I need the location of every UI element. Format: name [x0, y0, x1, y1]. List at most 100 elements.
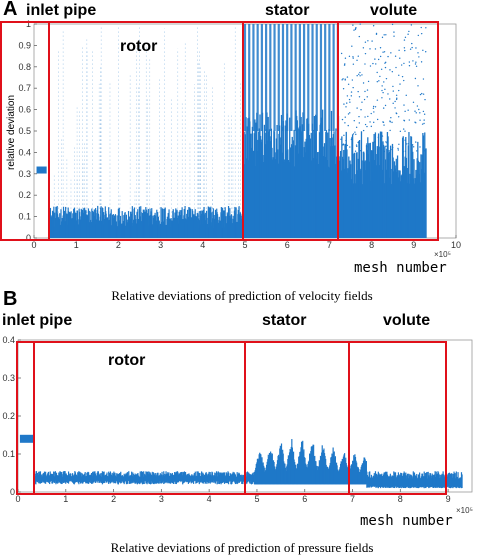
data-dot-volute-a: [364, 116, 366, 118]
data-dot-volute-a: [367, 40, 369, 42]
data-dot-volute-a: [398, 74, 400, 76]
data-dot-volute-a: [393, 31, 395, 33]
y-tick-label-a: 0: [26, 233, 31, 243]
x-tick-label-b: 9: [446, 494, 451, 504]
y-tick-label-a: 0.7: [18, 83, 31, 93]
data-dot-volute-a: [356, 59, 358, 62]
region-label-inlet-pipe-a: inlet pipe: [26, 2, 97, 19]
data-dot-volute-a: [365, 143, 368, 145]
data-dot-volute-a: [415, 122, 417, 124]
data-dot-volute-a: [356, 75, 358, 77]
data-dot-volute-a: [423, 150, 426, 152]
data-dot-volute-a: [352, 63, 355, 65]
data-dot-volute-a: [360, 109, 362, 111]
data-dot-volute-a: [422, 78, 425, 80]
y-tick-label-a: 0.2: [18, 190, 31, 200]
data-dot-volute-a: [397, 149, 400, 151]
data-dot-volute-a: [357, 55, 359, 57]
data-dot-volute-a: [420, 61, 423, 63]
x-tick-label-a: 9: [411, 240, 416, 250]
x-exponent-b: ×10⁵: [456, 506, 473, 515]
data-dot-volute-a: [415, 65, 418, 67]
data-dot-volute-a: [420, 26, 422, 29]
data-dot-volute-a: [414, 77, 417, 80]
data-dot-volute-a: [391, 23, 394, 26]
data-dot-volute-a: [414, 63, 417, 65]
data-dot-volute-a: [353, 120, 355, 122]
data-dot-volute-a: [419, 112, 421, 114]
data-dot-volute-a: [352, 86, 354, 89]
data-dot-volute-a: [344, 78, 346, 80]
data-dot-volute-a: [369, 121, 371, 123]
x-axis-label-b: mesh number: [360, 513, 453, 529]
data-dot-volute-a: [384, 62, 386, 64]
data-dot-volute-a: [408, 65, 411, 67]
data-dot-volute-a: [364, 52, 367, 55]
data-dot-volute-a: [348, 55, 351, 58]
data-dot-volute-a: [382, 121, 385, 124]
data-dot-volute-a: [400, 64, 403, 66]
data-dot-volute-a: [343, 64, 346, 66]
data-dot-volute-a: [372, 107, 375, 109]
data-dot-volute-a: [418, 108, 420, 111]
data-dot-volute-a: [377, 58, 380, 61]
data-dot-volute-a: [398, 89, 400, 92]
data-dot-volute-a: [382, 91, 384, 94]
x-tick-label-b: 6: [302, 494, 307, 504]
data-dot-volute-a: [359, 71, 361, 74]
y-tick-label-b: 0.4: [2, 335, 15, 345]
data-dot-volute-a: [418, 56, 420, 58]
data-dot-volute-a: [416, 105, 419, 107]
data-dot-volute-a: [342, 78, 344, 80]
data-dot-volute-a: [380, 68, 383, 70]
data-dot-volute-a: [383, 34, 385, 36]
data-dot-volute-a: [370, 125, 373, 128]
data-dot-volute-a: [402, 150, 404, 153]
data-dot-volute-a: [384, 66, 387, 69]
data-dot-volute-a: [372, 105, 375, 108]
data-dot-volute-a: [359, 150, 362, 152]
data-dot-volute-a: [361, 74, 363, 76]
data-dot-volute-a: [404, 150, 407, 152]
highlight-inlet-pipe-b: [16, 341, 35, 495]
data-dot-volute-a: [385, 145, 387, 147]
data-dot-volute-a: [393, 35, 395, 37]
data-dot-volute-a: [344, 116, 346, 118]
data-dot-volute-a: [356, 145, 358, 148]
data-dot-volute-a: [350, 95, 353, 97]
data-dot-volute-a: [374, 106, 377, 108]
data-dot-volute-a: [354, 131, 356, 133]
data-dot-volute-a: [421, 92, 423, 95]
data-dot-volute-a: [355, 144, 358, 146]
data-dot-volute-a: [366, 96, 368, 98]
data-dot-volute-a: [381, 97, 383, 99]
data-dot-volute-a: [375, 32, 378, 35]
y-tick-label-b: 0.2: [2, 411, 15, 421]
data-dot-volute-a: [394, 107, 396, 109]
data-dot-volute-a: [404, 139, 406, 141]
data-dot-volute-a: [358, 35, 361, 38]
data-dot-volute-a: [346, 95, 349, 97]
data-dot-volute-a: [423, 119, 425, 121]
data-dot-volute-a: [358, 73, 360, 76]
data-dot-volute-a: [396, 97, 398, 99]
data-dot-volute-a: [382, 51, 384, 53]
data-dot-volute-a: [398, 49, 400, 51]
data-dot-volute-a: [373, 121, 375, 124]
data-dot-volute-a: [374, 48, 377, 50]
data-dot-volute-a: [405, 94, 407, 97]
data-dot-volute-a: [357, 141, 359, 144]
data-dot-volute-a: [415, 141, 417, 143]
data-dot-volute-a: [352, 24, 354, 26]
data-dot-volute-a: [385, 77, 388, 80]
data-dot-volute-a: [407, 33, 409, 35]
data-dot-volute-a: [409, 48, 412, 50]
data-dot-volute-a: [342, 88, 345, 90]
data-dot-volute-a: [354, 150, 357, 152]
data-dot-volute-a: [352, 57, 354, 59]
data-dot-volute-a: [419, 93, 422, 96]
data-dot-volute-a: [364, 90, 366, 93]
y-tick-label-b: 0: [10, 487, 15, 497]
data-dot-volute-a: [422, 49, 424, 52]
